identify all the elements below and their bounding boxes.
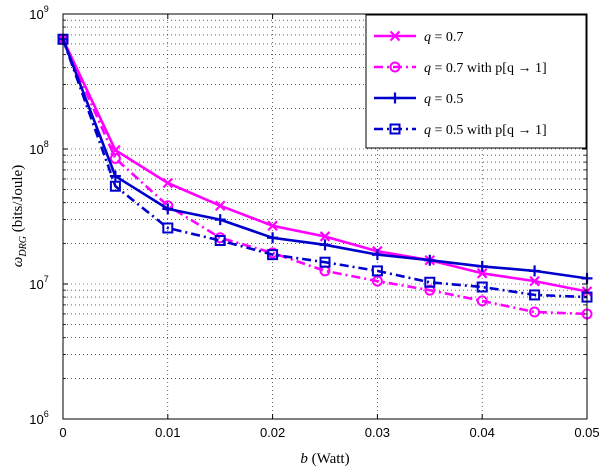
plus-marker: [389, 92, 401, 104]
series-line: [61, 38, 588, 316]
x-tick-label: 0: [59, 425, 66, 440]
legend-label: q = 0.5: [424, 92, 463, 107]
x-tick-label: 0.04: [470, 425, 495, 440]
square-marker: [162, 222, 174, 234]
x-marker: [476, 268, 488, 279]
x-tick-labels: 0 0.01 0.02 0.03 0.04 0.05: [59, 425, 599, 440]
x-tick-label: 0.03: [365, 425, 390, 440]
legend-entry-3: q = 0.5: [374, 92, 463, 107]
circle-marker: [389, 61, 401, 73]
x-marker: [214, 200, 226, 212]
x-marker: [267, 220, 278, 232]
x-marker: [529, 275, 540, 287]
legend-entry-2: q = 0.7 with p[q → 1]: [374, 61, 547, 76]
y-tick-label: 108: [29, 139, 48, 157]
circle-marker: [529, 306, 541, 318]
x-tick-label: 0.01: [155, 425, 180, 440]
x-marker: [389, 30, 401, 42]
x-tick-label: 0.02: [260, 425, 285, 440]
plot-frame: [62, 13, 588, 420]
square-marker: [389, 123, 401, 135]
x-axis-title: b (Watt): [300, 451, 349, 467]
plus-marker: [214, 214, 226, 226]
legend-entry-1: q = 0.7: [374, 30, 463, 45]
circle-marker: [424, 284, 436, 296]
plus-marker: [529, 265, 541, 277]
legend-label: q = 0.7: [424, 30, 463, 45]
x-marker: [110, 144, 121, 156]
circle-marker: [476, 295, 488, 307]
plus-marker: [476, 260, 488, 272]
square-marker: [109, 180, 121, 192]
square-marker: [214, 235, 226, 247]
series-line: [61, 38, 588, 299]
y-tick-label: 107: [29, 274, 48, 292]
plus-marker: [267, 232, 279, 244]
plus-marker: [424, 254, 436, 266]
x-marker: [162, 177, 174, 189]
legend: q = 0.7 q = 0.7 with p[q → 1] q = 0.5 q = 0…: [365, 14, 587, 149]
circle-marker: [109, 153, 121, 165]
y-tick-labels: 106 107 108 109: [29, 4, 48, 427]
x-marker: [319, 231, 331, 242]
plus-marker: [371, 249, 383, 261]
square-marker: [267, 249, 279, 261]
legend-entry-4: q = 0.5 with p[q → 1]: [374, 123, 547, 138]
circle-marker: [371, 275, 383, 287]
square-marker: [424, 276, 436, 288]
series-layer: [57, 33, 593, 320]
y-tick-label: 109: [29, 4, 48, 22]
y-tick-label: 106: [29, 409, 48, 427]
square-marker: [371, 265, 383, 277]
square-marker: [529, 289, 541, 301]
plus-marker: [162, 203, 174, 215]
x-tick-label: 0.05: [574, 425, 599, 440]
plus-marker: [319, 239, 331, 251]
square-marker: [476, 281, 488, 293]
y-axis-title: ωDRG (bits/Joule): [10, 165, 29, 267]
legend-label: q = 0.7 with p[q → 1]: [424, 61, 547, 76]
legend-label: q = 0.5 with p[q → 1]: [424, 123, 547, 138]
plus-marker: [109, 170, 121, 182]
square-marker: [319, 256, 331, 268]
